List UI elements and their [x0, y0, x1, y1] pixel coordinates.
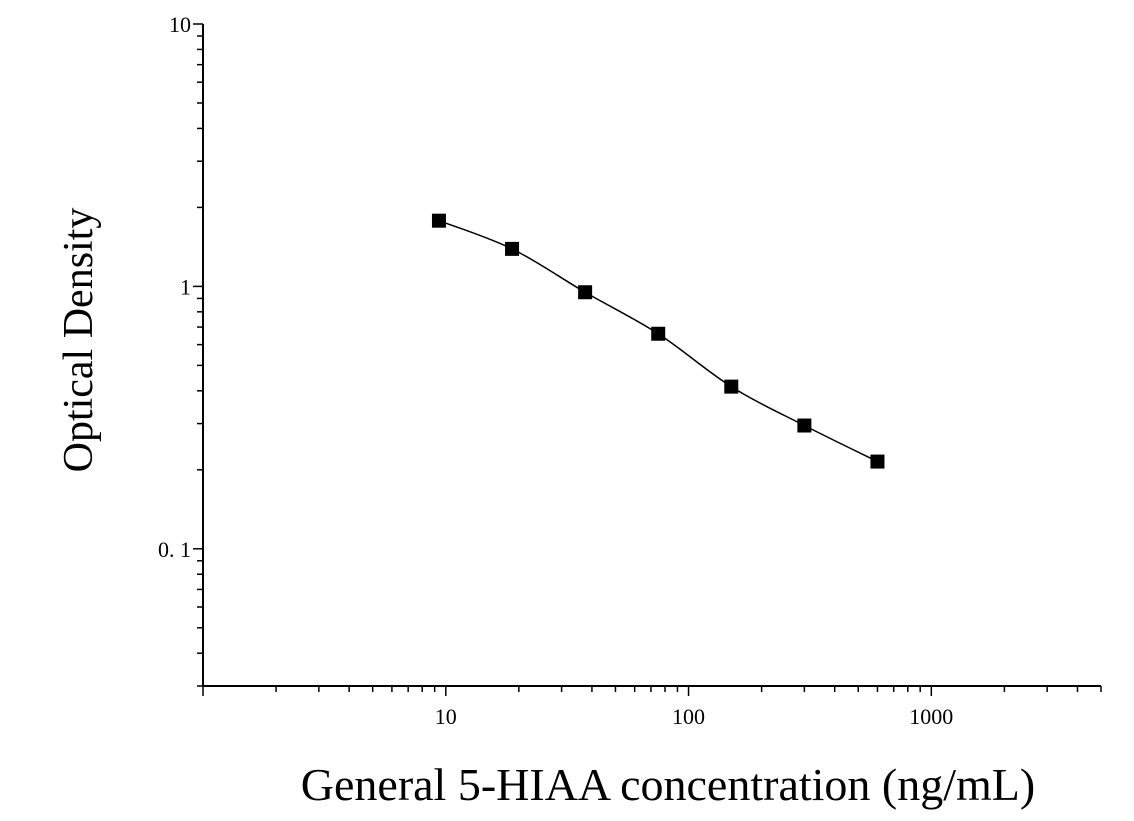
x-axis-title: General 5-HIAA concentration (ng/mL)	[301, 759, 1035, 810]
y-tick-label: 0. 1	[158, 537, 191, 562]
data-point	[797, 418, 812, 433]
data-point	[505, 241, 520, 256]
axes: 10 100 1000 0. 1 1 10	[158, 12, 1102, 729]
data-point	[578, 285, 593, 300]
fit-curve-layer	[438, 219, 878, 463]
y-axis-title: Optical Density	[56, 208, 102, 473]
data-point	[431, 213, 446, 228]
y-tick-label: 10	[169, 12, 191, 37]
y-tick-label: 1	[180, 274, 191, 299]
data-point	[870, 454, 885, 469]
data-point	[724, 379, 739, 394]
x-tick-label: 10	[435, 704, 457, 729]
fit-curve	[438, 219, 878, 463]
x-tick-label: 1000	[909, 704, 953, 729]
data-point	[651, 326, 666, 341]
x-tick-label: 100	[672, 704, 705, 729]
data-points-layer	[431, 213, 885, 469]
